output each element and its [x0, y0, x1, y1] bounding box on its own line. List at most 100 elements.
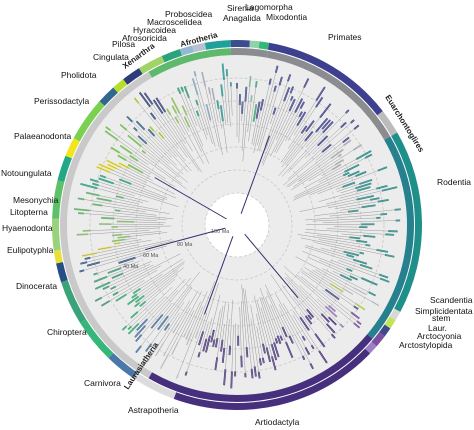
branch	[312, 269, 354, 295]
order-label-arctocyonia: Arctocyonia	[417, 331, 462, 341]
branch	[259, 297, 279, 358]
branch	[319, 259, 378, 286]
branch	[286, 137, 350, 187]
branch	[262, 96, 293, 166]
branch	[304, 150, 372, 189]
branch	[283, 144, 332, 186]
branch	[304, 135, 328, 159]
branch	[275, 293, 310, 355]
branch	[299, 195, 374, 212]
order-label-artiodactyla: Artiodactyla	[255, 417, 300, 427]
branch	[308, 159, 344, 182]
branch	[118, 252, 150, 264]
branch	[231, 324, 234, 389]
branch	[84, 239, 172, 260]
order-segment	[80, 319, 114, 359]
age-label-100: 100 Ma	[211, 229, 230, 235]
order-label-mixodontia: Mixodontia	[266, 12, 307, 22]
branch	[157, 285, 192, 330]
branch	[92, 203, 146, 213]
branch	[326, 186, 398, 205]
order-segment	[99, 87, 118, 106]
branch	[176, 281, 215, 379]
clade-segment	[148, 48, 232, 78]
branch	[281, 103, 331, 168]
age-labels: 100 Ma 80 Ma 60 Ma 40 Ma	[123, 229, 230, 270]
branch	[172, 105, 204, 164]
order-label-notoungulata: Notoungulata	[1, 168, 52, 178]
age-ring	[181, 169, 293, 281]
branch	[256, 313, 266, 354]
branch	[107, 260, 140, 274]
branch	[115, 258, 183, 302]
tree-branches	[73, 63, 401, 389]
order-label-lagomorpha: Lagomorpha	[245, 2, 293, 12]
order-segment	[61, 280, 87, 324]
branch	[285, 131, 313, 165]
branch	[163, 307, 191, 356]
branch	[315, 269, 380, 306]
order-segment	[379, 324, 391, 337]
branch	[300, 237, 395, 257]
branch	[239, 307, 242, 368]
branch	[261, 297, 278, 344]
branch	[201, 71, 220, 148]
branch	[114, 209, 157, 216]
order-label-litopterna: Litopterna	[10, 207, 48, 217]
branch	[253, 99, 264, 146]
branch	[318, 239, 389, 253]
branch	[293, 296, 312, 320]
branch	[336, 179, 373, 192]
order-label-hyracoidea: Hyracoidea	[133, 25, 176, 35]
branch	[294, 172, 350, 199]
branch	[301, 270, 359, 310]
branch	[295, 274, 360, 329]
branch	[318, 154, 373, 183]
branch	[241, 101, 243, 122]
branch	[257, 85, 277, 152]
inner-disc	[205, 193, 269, 257]
branch	[145, 287, 193, 352]
branch	[326, 228, 398, 232]
branch	[117, 155, 150, 175]
branch	[259, 76, 283, 151]
order-segment	[192, 42, 207, 53]
branch	[294, 164, 360, 197]
branch	[257, 65, 278, 146]
branch	[150, 112, 179, 149]
branch	[243, 287, 253, 379]
branch	[314, 242, 364, 254]
branch	[192, 78, 213, 145]
branch	[247, 95, 253, 133]
clade-segment	[60, 71, 152, 379]
branch	[266, 291, 288, 338]
branch	[93, 260, 135, 275]
branch	[134, 97, 186, 162]
branch	[281, 121, 334, 177]
branch	[81, 244, 139, 257]
branch	[80, 183, 149, 202]
branch	[96, 166, 147, 188]
branch	[287, 111, 306, 142]
branch	[153, 99, 203, 173]
order-segment	[267, 42, 383, 116]
branch	[244, 289, 257, 377]
order-label-arctostylopida: Arctostylopida	[399, 340, 453, 350]
order-label-carnivora: Carnivora	[84, 378, 121, 388]
branch	[98, 163, 177, 199]
branch	[96, 197, 158, 211]
branch	[99, 175, 167, 200]
branch	[265, 87, 290, 151]
order-segment	[138, 55, 165, 75]
branch	[139, 274, 178, 307]
branch	[133, 127, 184, 175]
branch	[253, 295, 271, 363]
branch	[340, 205, 376, 211]
branch	[250, 318, 260, 379]
branch	[171, 97, 190, 132]
branch	[196, 110, 208, 140]
branch	[261, 86, 294, 164]
branch	[144, 92, 200, 172]
branch	[112, 231, 162, 236]
